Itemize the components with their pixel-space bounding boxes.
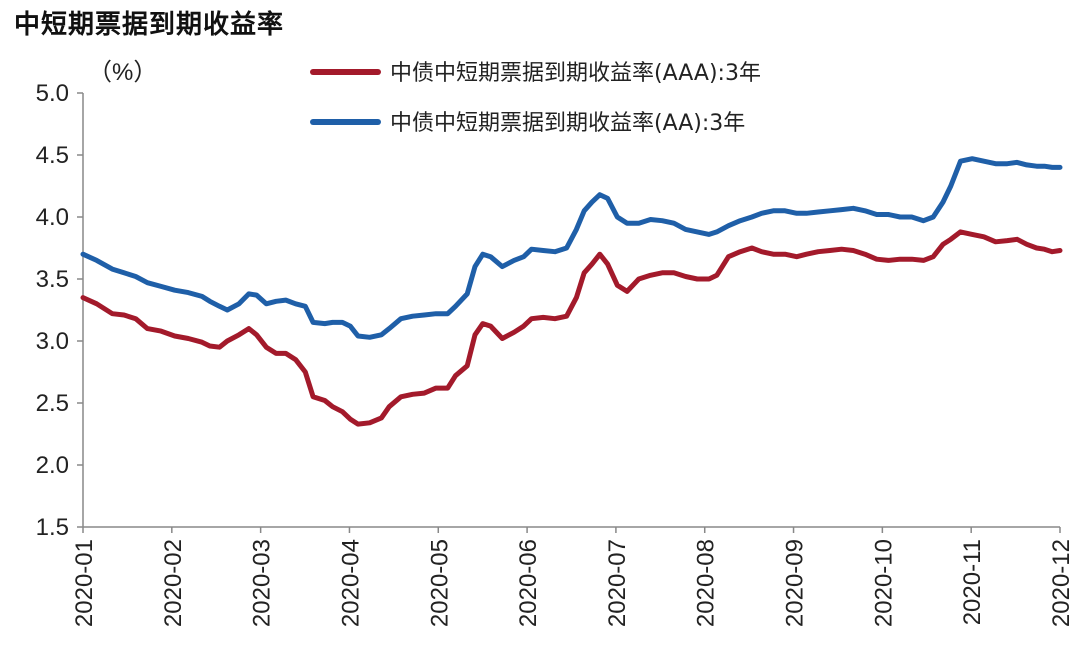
x-tick-label: 2020-10 xyxy=(870,539,897,627)
x-tick-label: 2020-04 xyxy=(337,539,364,627)
x-axis: 2020-01 2020-02 2020-03 2020-04 2020-05 2020-… xyxy=(71,526,1075,627)
y-tick-label: 2.0 xyxy=(36,452,69,479)
legend-label-1: 中债中短期票据到期收益率(AA):3年 xyxy=(390,111,745,136)
y-tick-label: 3.0 xyxy=(36,328,69,355)
y-tick-label: 2.5 xyxy=(36,390,69,417)
y-tick-label: 4.5 xyxy=(36,142,69,169)
y-tick-label: 3.5 xyxy=(36,266,69,293)
series-layer xyxy=(80,156,1063,427)
y-tick-label: 1.5 xyxy=(36,514,69,541)
x-tick-label: 2020-11 xyxy=(959,539,986,625)
y-tick-label: 4.0 xyxy=(36,204,69,231)
chart-title: 中短期票据到期收益率 xyxy=(14,10,285,40)
x-tick-label: 2020-09 xyxy=(782,539,809,627)
x-tick-label: 2020-08 xyxy=(693,539,720,627)
series-line-1 xyxy=(80,156,1063,340)
x-tick-label: 2020-12 xyxy=(1048,539,1075,627)
x-tick-label: 2020-06 xyxy=(515,539,542,627)
y-unit-label: （%） xyxy=(88,59,157,86)
series-line-0 xyxy=(80,229,1063,427)
y-tick-label: 5.0 xyxy=(36,80,69,107)
x-tick-label: 2020-03 xyxy=(249,539,276,627)
y-axis: 5.0 4.5 4.0 3.5 3.0 2.5 2.0 1.5 xyxy=(36,80,84,541)
x-tick-label: 2020-02 xyxy=(160,539,187,627)
x-tick-label: 2020-07 xyxy=(604,539,631,627)
legend-label-0: 中债中短期票据到期收益率(AAA):3年 xyxy=(390,61,761,86)
x-tick-label: 2020-05 xyxy=(426,539,453,627)
x-tick-label: 2020-01 xyxy=(71,539,98,627)
